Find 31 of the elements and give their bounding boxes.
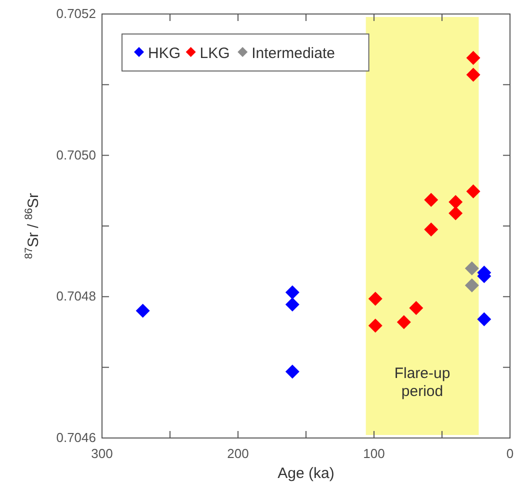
x-tick-label: 200 (227, 446, 249, 461)
point (409, 300, 424, 315)
text: 0.7048 (56, 288, 96, 304)
point (424, 192, 438, 207)
point (464, 261, 479, 276)
point (368, 318, 382, 333)
point (368, 292, 382, 306)
legend-label: LKG (200, 45, 230, 62)
point (466, 184, 480, 198)
band-label: Flare-up period (394, 365, 450, 400)
point (285, 364, 300, 379)
point (477, 312, 492, 326)
legend-label: HKG (148, 45, 181, 62)
x-tick-label: 0 (506, 446, 514, 461)
point (285, 285, 300, 300)
x-tick-label: 100 (363, 446, 385, 461)
y-tick-label: 0.7052 (56, 6, 96, 21)
point (396, 315, 411, 330)
point (285, 297, 300, 312)
point (464, 278, 479, 292)
legend-label: Intermediate (252, 45, 335, 62)
x-tick-label: 300 (91, 446, 113, 461)
x-axis-title: Age (ka) (278, 465, 334, 482)
point (424, 222, 438, 237)
point (466, 68, 480, 82)
point (136, 304, 150, 318)
point (448, 194, 463, 209)
y-tick-label: 0.7046 (56, 430, 96, 445)
text: 0.7050 (56, 147, 96, 162)
point (466, 50, 480, 65)
point (448, 206, 463, 220)
